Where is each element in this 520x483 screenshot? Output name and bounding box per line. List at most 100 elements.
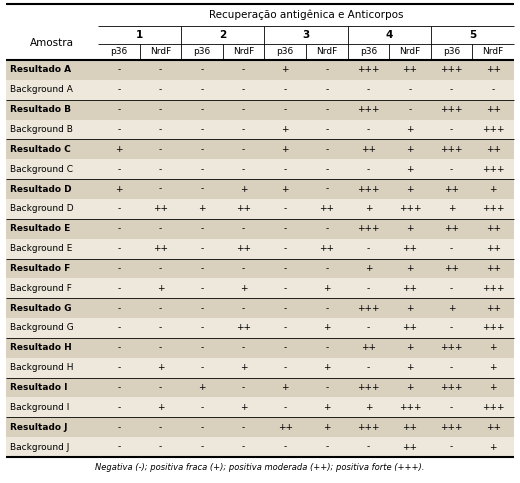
Text: -: - [159, 65, 162, 74]
Bar [6, 219, 514, 239]
Bar [6, 338, 514, 358]
Bar [6, 378, 514, 398]
Text: ++: ++ [444, 224, 459, 233]
Text: -: - [283, 85, 287, 94]
Text: -: - [450, 125, 453, 134]
Text: +++: +++ [357, 304, 380, 313]
Text: ++: ++ [444, 264, 459, 273]
Text: -: - [367, 284, 370, 293]
Text: p36: p36 [443, 47, 460, 57]
Text: -: - [367, 324, 370, 332]
Text: 1: 1 [136, 30, 143, 40]
Text: -: - [242, 383, 245, 392]
Text: -: - [242, 105, 245, 114]
Text: -: - [159, 125, 162, 134]
Text: +: + [115, 145, 123, 154]
Text: -: - [242, 145, 245, 154]
Text: -: - [117, 423, 121, 432]
Text: ++: ++ [153, 244, 168, 253]
Text: +: + [240, 363, 248, 372]
Bar [6, 437, 514, 457]
Text: -: - [200, 264, 204, 273]
Text: -: - [159, 264, 162, 273]
Text: -: - [283, 343, 287, 352]
Text: +++: +++ [440, 423, 463, 432]
Text: +: + [115, 185, 123, 194]
Text: -: - [117, 284, 121, 293]
Text: -: - [242, 224, 245, 233]
Bar [6, 318, 514, 338]
Bar [6, 358, 514, 378]
Text: +: + [157, 403, 164, 412]
Text: +: + [489, 363, 497, 372]
Text: -: - [159, 304, 162, 313]
Text: +++: +++ [440, 65, 463, 74]
Text: -: - [117, 125, 121, 134]
Text: +++: +++ [440, 105, 463, 114]
Text: -: - [367, 85, 370, 94]
Text: Background D: Background D [10, 204, 74, 213]
Text: +: + [281, 185, 289, 194]
Text: -: - [283, 165, 287, 174]
Text: ++: ++ [486, 224, 501, 233]
Text: ++: ++ [278, 423, 293, 432]
Bar [6, 120, 514, 140]
Text: +: + [323, 324, 331, 332]
Text: -: - [117, 264, 121, 273]
Text: -: - [117, 363, 121, 372]
Text: -: - [283, 284, 287, 293]
Text: -: - [325, 65, 329, 74]
Bar [6, 278, 514, 298]
Text: +: + [157, 284, 164, 293]
Text: -: - [159, 383, 162, 392]
Text: Background B: Background B [10, 125, 73, 134]
Text: -: - [283, 105, 287, 114]
Text: -: - [159, 185, 162, 194]
Text: +++: +++ [357, 65, 380, 74]
Text: +++: +++ [357, 185, 380, 194]
Text: +: + [323, 284, 331, 293]
Bar [6, 4, 514, 60]
Text: +: + [198, 383, 206, 392]
Text: NrdF: NrdF [399, 47, 421, 57]
Text: -: - [159, 85, 162, 94]
Text: +: + [240, 403, 248, 412]
Text: -: - [325, 105, 329, 114]
Text: Resultado C: Resultado C [10, 145, 71, 154]
Bar [6, 417, 514, 437]
Text: +: + [406, 125, 414, 134]
Text: 5: 5 [469, 30, 476, 40]
Text: -: - [325, 165, 329, 174]
Bar [6, 80, 514, 99]
Text: ++: ++ [402, 284, 418, 293]
Text: -: - [325, 185, 329, 194]
Bar [6, 99, 514, 120]
Text: Resultado G: Resultado G [10, 304, 72, 313]
Text: +++: +++ [482, 403, 504, 412]
Text: Recuperação antigênica e Anticorpos: Recuperação antigênica e Anticorpos [209, 10, 403, 20]
Text: ++: ++ [319, 204, 334, 213]
Text: Background C: Background C [10, 165, 73, 174]
Text: +++: +++ [357, 105, 380, 114]
Text: Background F: Background F [10, 284, 72, 293]
Text: ++: ++ [361, 145, 376, 154]
Text: -: - [159, 442, 162, 452]
Text: -: - [200, 65, 204, 74]
Text: +: + [281, 383, 289, 392]
Text: +: + [365, 403, 372, 412]
Text: p36: p36 [277, 47, 294, 57]
Text: NrdF: NrdF [316, 47, 337, 57]
Text: Resultado F: Resultado F [10, 264, 70, 273]
Text: -: - [450, 442, 453, 452]
Text: ++: ++ [486, 304, 501, 313]
Text: -: - [242, 442, 245, 452]
Text: +: + [406, 343, 414, 352]
Text: -: - [200, 145, 204, 154]
Text: +++: +++ [399, 204, 421, 213]
Text: -: - [283, 264, 287, 273]
Text: Background E: Background E [10, 244, 72, 253]
Text: -: - [242, 343, 245, 352]
Text: -: - [283, 403, 287, 412]
Text: +++: +++ [482, 204, 504, 213]
Text: Resultado B: Resultado B [10, 105, 71, 114]
